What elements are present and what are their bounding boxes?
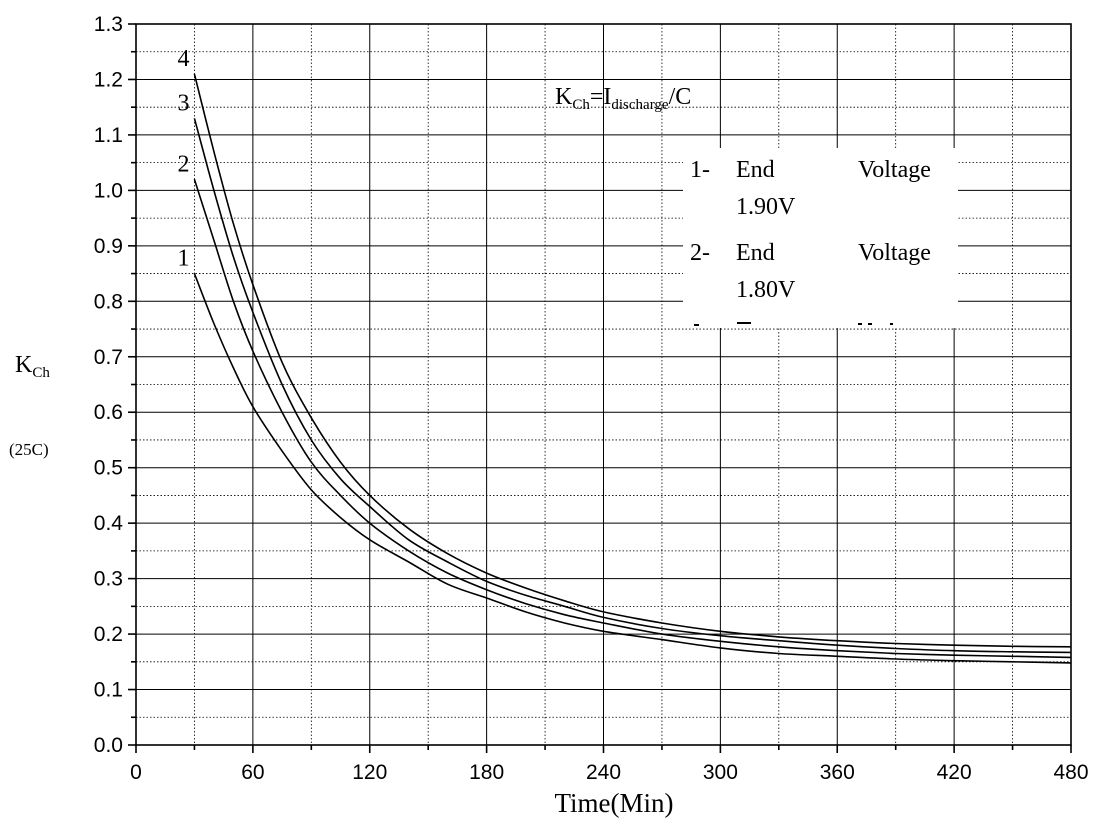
legend-1-word1: End — [736, 157, 775, 183]
x-tick-label: 180 — [469, 761, 504, 784]
y-axis-note: (25C) — [9, 440, 49, 459]
legend-1-value: 1.90V — [736, 194, 796, 220]
series-labels: 1 2 3 4 — [177, 46, 189, 272]
x-axis-label: Time(Min) — [554, 788, 673, 818]
axes — [128, 23, 1072, 753]
x-tick-label: 480 — [1053, 761, 1088, 784]
x-tick-label: 60 — [241, 761, 264, 784]
y-tick-label: 0.2 — [94, 623, 123, 646]
series-1-line — [193, 273, 1072, 664]
tick-labels: 0 60 120 180 240 300 360 420 480 0.0 0.1 0.2 0.3 0.4 0… — [94, 13, 1089, 784]
series-1-label: 1 — [177, 246, 189, 272]
legend: 1- End Voltage 1.90V 2- End Voltage 1.80… — [683, 148, 958, 328]
legend-2-word1: End — [736, 240, 775, 266]
y-tick-label: 0.1 — [94, 679, 123, 702]
legend-1-num: 1- — [690, 157, 710, 183]
curves — [193, 73, 1072, 664]
series-2-label: 2 — [177, 151, 189, 177]
x-tick-label: 240 — [586, 761, 621, 784]
major-grid — [136, 24, 1071, 745]
series-2-line — [193, 179, 1072, 659]
series-3-label: 3 — [177, 90, 189, 116]
y-tick-label: 1.2 — [94, 68, 123, 91]
y-tick-label: 1.1 — [94, 124, 123, 147]
series-3-line — [193, 118, 1072, 654]
y-tick-label: 0.3 — [94, 568, 123, 591]
y-tick-label: 0.6 — [94, 401, 123, 424]
x-tick-label: 120 — [352, 761, 387, 784]
y-tick-label: 0.0 — [94, 734, 123, 757]
y-tick-label: 0.4 — [94, 512, 124, 535]
legend-1-word2: Voltage — [858, 157, 931, 183]
y-tick-label: 1.0 — [94, 179, 123, 202]
series-4-line — [193, 73, 1072, 648]
y-tick-label: 0.9 — [94, 235, 123, 258]
legend-3-clipped-fragment — [694, 322, 893, 326]
legend-2-num: 2- — [690, 240, 710, 266]
y-tick-label: 0.8 — [94, 290, 123, 313]
legend-background — [683, 148, 958, 328]
legend-2-value: 1.80V — [736, 277, 796, 303]
x-tick-label: 360 — [820, 761, 855, 784]
y-tick-label: 0.7 — [94, 346, 123, 369]
formula-annotation: KCh=Idischarge/C — [555, 84, 691, 113]
y-tick-label: 0.5 — [94, 457, 123, 480]
y-tick-label: 1.3 — [94, 13, 123, 36]
series-4-label: 4 — [177, 46, 189, 72]
x-tick-label: 300 — [703, 761, 738, 784]
x-tick-label: 420 — [937, 761, 972, 784]
minor-grid — [136, 24, 1071, 745]
x-tick-label: 0 — [130, 761, 142, 784]
y-axis-label: KCh — [15, 352, 50, 381]
legend-2-word2: Voltage — [858, 240, 931, 266]
